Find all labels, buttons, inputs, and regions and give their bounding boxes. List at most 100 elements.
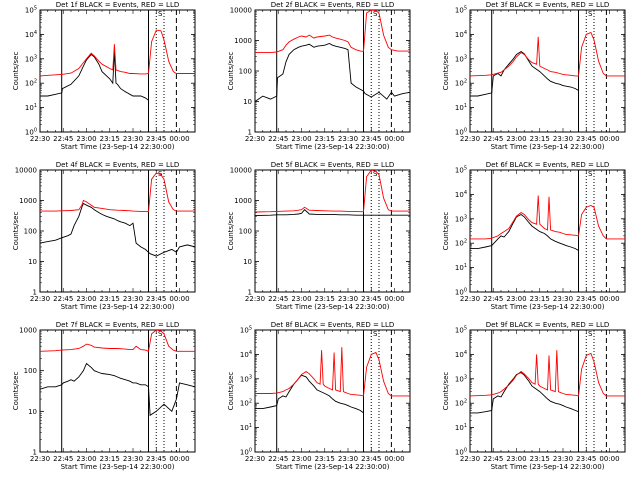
series-line-lld: [255, 10, 410, 54]
series-line-events: [40, 202, 195, 257]
x-tick-label: 00:00: [599, 455, 619, 463]
flare-marker-label: S: [373, 170, 378, 178]
x-tick-label: 22:30: [245, 135, 265, 143]
y-tick-label: 103: [455, 374, 467, 383]
chart-title: Det 5f BLACK = Events, RED = LLD: [271, 161, 394, 169]
x-tick-label: 22:45: [268, 455, 288, 463]
chart-title: Det 2f BLACK = Events, RED = LLD: [271, 1, 394, 9]
flare-marker-label: S: [373, 330, 378, 338]
x-axis-label: Start Time (23-Sep-14 22:30:00): [61, 143, 175, 151]
x-tick-label: 23:45: [576, 295, 596, 303]
y-tick-label: 105: [25, 6, 37, 15]
chart-panel-2: Det 2f BLACK = Events, RED = LLD 1 10 100 10…: [227, 1, 411, 151]
y-tick-label: 100: [240, 448, 252, 457]
series-line-events: [255, 374, 364, 414]
chart-panel-4: Det 4f BLACK = Events, RED = LLD 1 10 100 10…: [12, 161, 196, 311]
x-axis-label: Start Time (23-Sep-14 22:30:00): [276, 463, 390, 471]
y-tick-label: 100: [24, 228, 37, 236]
x-axis-label: Start Time (23-Sep-14 22:30:00): [276, 143, 390, 151]
x-tick-label: 22:45: [53, 295, 73, 303]
chart-title: Det 1f BLACK = Events, RED = LLD: [56, 1, 179, 9]
y-tick-label: 105: [455, 166, 467, 175]
x-tick-label: 23:15: [100, 135, 120, 143]
chart-panel-8: Det 8f BLACK = Events, RED = LLD 100 101 10…: [227, 321, 411, 471]
y-axis-label: Counts/sec: [12, 212, 20, 251]
series-group: [40, 172, 195, 257]
x-axis-label: Start Time (23-Sep-14 22:30:00): [61, 303, 175, 311]
series-line-lld: [40, 330, 195, 352]
series-group: [255, 170, 410, 217]
x-tick-label: 22:45: [53, 135, 73, 143]
series-group: [40, 29, 195, 101]
y-tick-label: 1000: [19, 197, 37, 205]
x-tick-label: 23:45: [146, 455, 166, 463]
y-tick-label: 10000: [15, 167, 37, 175]
y-tick-label: 100: [25, 128, 37, 137]
y-tick-label: 102: [455, 79, 467, 88]
y-tick-label: 100: [455, 448, 467, 457]
x-tick-label: 23:45: [146, 295, 166, 303]
x-tick-label: 23:00: [506, 135, 526, 143]
x-tick-label: 00:00: [169, 455, 189, 463]
series-line-lld: [255, 347, 410, 397]
y-axis-label: Counts/sec: [442, 52, 450, 91]
plot-frame: [254, 169, 411, 293]
y-tick-label: 102: [455, 399, 467, 408]
x-tick-label: 23:30: [123, 135, 143, 143]
x-tick-label: 23:15: [315, 135, 335, 143]
y-axis-label: Counts/sec: [12, 52, 20, 91]
x-tick-label: 23:00: [291, 455, 311, 463]
x-tick-label: 23:30: [338, 295, 358, 303]
x-tick-label: 00:00: [169, 295, 189, 303]
y-tick-label: 100: [239, 68, 252, 76]
y-tick-label: 100: [455, 288, 467, 297]
x-tick-label: 22:30: [460, 135, 480, 143]
x-tick-label: 22:45: [483, 135, 503, 143]
chart-title: Det 9f BLACK = Events, RED = LLD: [486, 321, 609, 329]
x-tick-label: 23:30: [123, 455, 143, 463]
y-tick-label: 1: [248, 289, 252, 297]
series-line-events: [255, 43, 410, 102]
x-tick-label: 22:45: [483, 295, 503, 303]
chart-title: Det 8f BLACK = Events, RED = LLD: [271, 321, 394, 329]
x-tick-label: 23:45: [361, 295, 381, 303]
y-tick-label: 102: [240, 399, 252, 408]
x-tick-label: 23:45: [361, 455, 381, 463]
y-tick-label: 101: [455, 263, 467, 272]
y-tick-label: 103: [240, 374, 252, 383]
chart-title: Det 6f BLACK = Events, RED = LLD: [486, 161, 609, 169]
x-tick-label: 23:00: [76, 135, 96, 143]
chart-title: Det 3f BLACK = Events, RED = LLD: [486, 1, 609, 9]
x-tick-label: 00:00: [169, 135, 189, 143]
chart-panel-9: Det 9f BLACK = Events, RED = LLD 100 101 10…: [442, 321, 626, 471]
plot-frame: [469, 9, 626, 133]
y-tick-label: 10000: [230, 167, 252, 175]
x-tick-label: 22:30: [460, 295, 480, 303]
y-tick-label: 105: [455, 6, 467, 15]
y-tick-label: 104: [455, 30, 467, 39]
plot-frame: [469, 169, 626, 293]
x-tick-label: 00:00: [384, 135, 404, 143]
series-line-events: [255, 209, 410, 217]
y-axis-label: Counts/sec: [12, 372, 20, 411]
series-group: [470, 31, 625, 97]
x-tick-label: 22:30: [245, 455, 265, 463]
series-group: [470, 350, 625, 414]
series-line-lld: [40, 172, 195, 213]
x-axis-label: Start Time (23-Sep-14 22:30:00): [491, 463, 605, 471]
y-tick-label: 100: [455, 128, 467, 137]
y-tick-label: 10: [28, 258, 37, 266]
chart-panel-5: Det 5f BLACK = Events, RED = LLD 1 10 100 10…: [227, 161, 411, 311]
series-group: [255, 347, 410, 414]
chart-panel-3: Det 3f BLACK = Events, RED = LLD 100 101 10…: [442, 1, 626, 151]
x-tick-label: 23:00: [506, 295, 526, 303]
chart-panel-6: Det 6f BLACK = Events, RED = LLD 100 101 10…: [442, 161, 626, 311]
flare-marker-label: S: [373, 10, 378, 18]
x-tick-label: 23:15: [100, 455, 120, 463]
y-tick-label: 104: [455, 350, 467, 359]
y-axis-label: Counts/sec: [442, 212, 450, 251]
y-tick-label: 10000: [230, 7, 252, 15]
x-tick-label: 22:30: [245, 295, 265, 303]
x-tick-label: 23:30: [338, 455, 358, 463]
